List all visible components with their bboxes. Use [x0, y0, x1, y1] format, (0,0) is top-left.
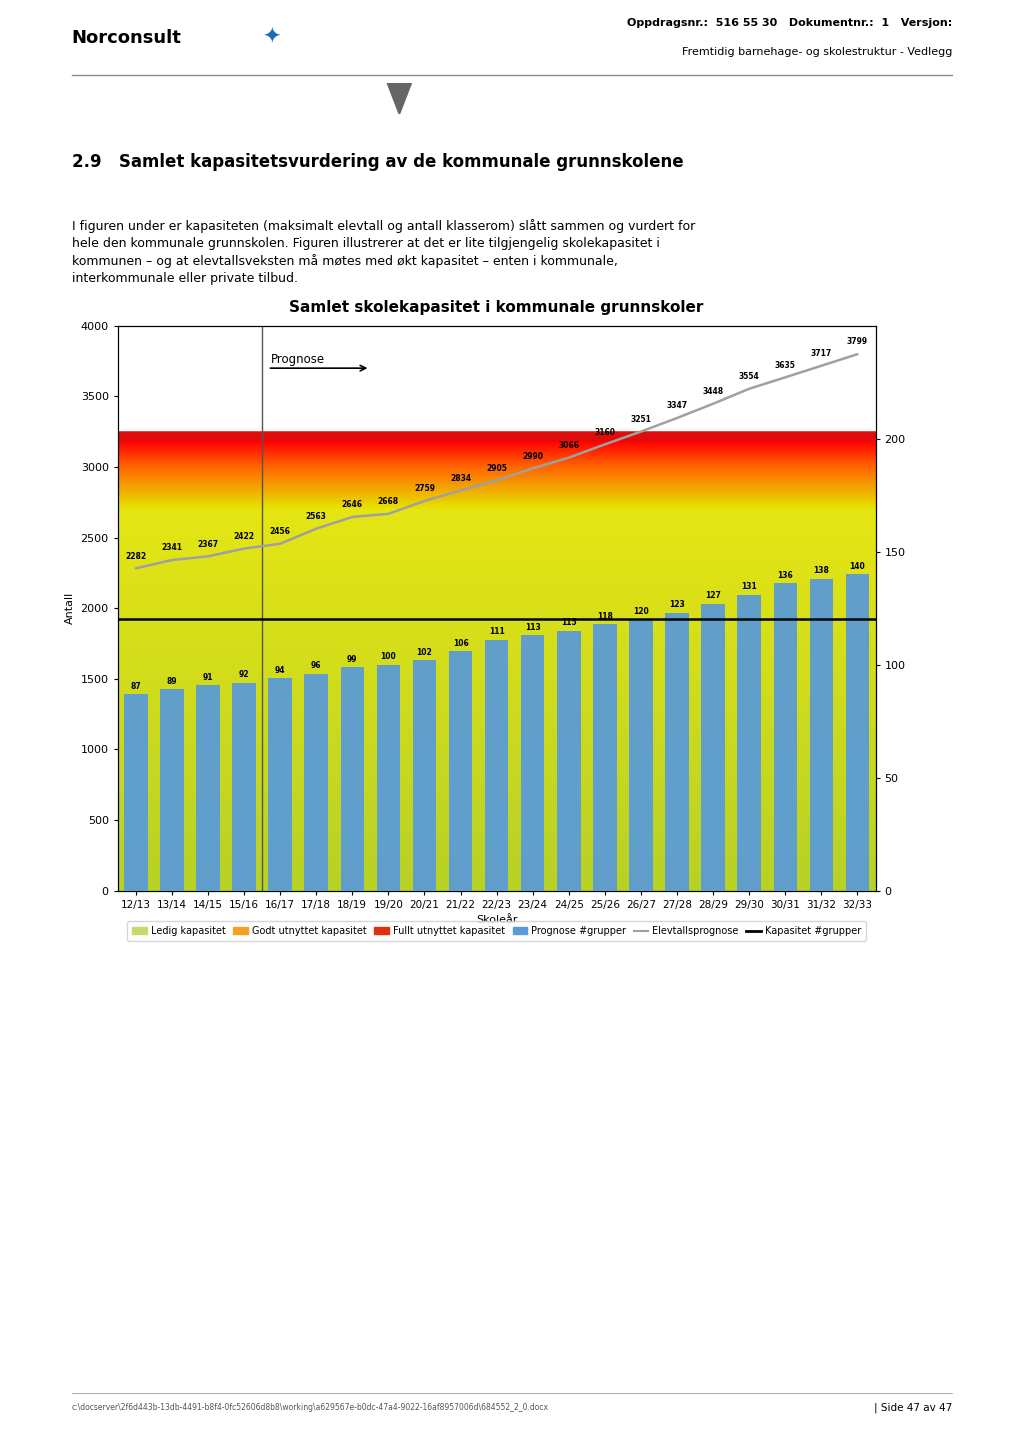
Text: 3251: 3251: [631, 414, 651, 424]
Text: ✦: ✦: [262, 28, 281, 48]
Text: 3448: 3448: [702, 387, 724, 395]
Bar: [846, 575, 869, 891]
Text: 3635: 3635: [775, 361, 796, 369]
Text: | Side 47 av 47: | Side 47 av 47: [874, 1402, 952, 1413]
Text: Fremtidig barnehage- og skolestruktur - Vedlegg: Fremtidig barnehage- og skolestruktur - …: [682, 46, 952, 56]
Bar: [557, 631, 581, 891]
Text: 2990: 2990: [522, 452, 543, 460]
Text: 3799: 3799: [847, 337, 868, 346]
Text: 2367: 2367: [198, 540, 218, 549]
Text: 2422: 2422: [233, 531, 255, 540]
Bar: [413, 660, 436, 891]
Text: c:\docserver\2f6d443b-13db-4491-b8f4-0fc52606d8b8\working\a629567e-b0dc-47a4-902: c:\docserver\2f6d443b-13db-4491-b8f4-0fc…: [72, 1403, 549, 1412]
Text: 113: 113: [525, 623, 541, 631]
Text: Norconsult: Norconsult: [72, 29, 181, 46]
Text: 115: 115: [561, 618, 577, 627]
Bar: [232, 682, 256, 891]
Text: 89: 89: [167, 678, 177, 686]
Text: 94: 94: [274, 666, 286, 675]
Bar: [629, 620, 652, 891]
Text: 2834: 2834: [450, 473, 471, 482]
Bar: [593, 624, 616, 891]
Text: 3717: 3717: [811, 349, 833, 358]
Text: 2.9   Samlet kapasitetsvurdering av de kommunale grunnskolene: 2.9 Samlet kapasitetsvurdering av de kom…: [72, 153, 683, 171]
Text: 3066: 3066: [558, 440, 580, 450]
Text: 120: 120: [633, 607, 649, 615]
Bar: [773, 584, 797, 891]
Text: 87: 87: [130, 682, 141, 691]
Polygon shape: [387, 83, 412, 114]
Title: Samlet skolekapasitet i kommunale grunnskoler: Samlet skolekapasitet i kommunale grunns…: [290, 300, 703, 314]
Bar: [449, 652, 472, 891]
Text: 92: 92: [239, 670, 249, 679]
Text: Oppdragsnr.:  516 55 30   Dokumentnr.:  1   Versjon:: Oppdragsnr.: 516 55 30 Dokumentnr.: 1 Ve…: [627, 19, 952, 29]
Text: 2646: 2646: [342, 500, 362, 510]
Text: 96: 96: [311, 662, 322, 670]
Text: 2341: 2341: [162, 543, 182, 552]
Bar: [268, 678, 292, 891]
Text: 91: 91: [203, 672, 213, 682]
Bar: [521, 636, 545, 891]
X-axis label: Skoleår: Skoleår: [476, 915, 517, 925]
Bar: [810, 579, 834, 891]
Text: 2282: 2282: [125, 552, 146, 560]
Text: I figuren under er kapasiteten (maksimalt elevtall og antall klasserom) slått sa: I figuren under er kapasiteten (maksimal…: [72, 219, 695, 285]
Text: 2905: 2905: [486, 463, 507, 472]
Bar: [341, 668, 365, 891]
Text: 3347: 3347: [667, 401, 688, 410]
Text: 2668: 2668: [378, 497, 399, 507]
Bar: [701, 604, 725, 891]
Y-axis label: Antall: Antall: [66, 592, 75, 624]
Text: 123: 123: [670, 601, 685, 610]
Text: 118: 118: [597, 611, 612, 621]
Text: 3160: 3160: [594, 427, 615, 437]
Bar: [304, 673, 328, 891]
Legend: Ledig kapasitet, Godt utnyttet kapasitet, Fullt utnyttet kapasitet, Prognose #gr: Ledig kapasitet, Godt utnyttet kapasitet…: [127, 921, 866, 941]
Bar: [160, 689, 183, 891]
Text: 3554: 3554: [739, 372, 760, 381]
Bar: [737, 595, 761, 891]
Text: 131: 131: [741, 582, 757, 591]
Text: 102: 102: [417, 647, 432, 657]
Text: Prognose: Prognose: [271, 353, 326, 366]
Bar: [485, 640, 508, 891]
Text: 99: 99: [347, 654, 357, 663]
Text: 136: 136: [777, 571, 794, 579]
Text: 127: 127: [706, 591, 721, 601]
Text: 138: 138: [813, 566, 829, 575]
Text: 100: 100: [381, 652, 396, 662]
Text: 140: 140: [850, 562, 865, 571]
Text: 106: 106: [453, 639, 468, 647]
Text: 2563: 2563: [306, 513, 327, 521]
Bar: [666, 613, 689, 891]
Text: 111: 111: [488, 627, 505, 637]
Text: 2759: 2759: [414, 484, 435, 494]
Bar: [377, 665, 400, 891]
Text: 2456: 2456: [269, 527, 291, 536]
Bar: [197, 685, 220, 891]
Bar: [124, 694, 147, 891]
